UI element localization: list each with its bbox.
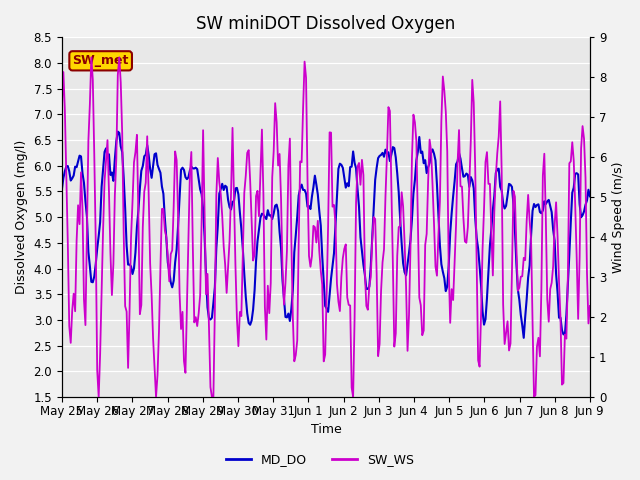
MD_DO (114, 129, 122, 134)
Legend: MD_DO, SW_WS: MD_DO, SW_WS (221, 448, 419, 471)
Y-axis label: Dissolved Oxygen (mg/l): Dissolved Oxygen (mg/l) (15, 140, 28, 294)
Line: MD_DO: MD_DO (62, 132, 590, 338)
MD_DO (243, 311, 251, 316)
SW_WS (125, 308, 133, 313)
MD_DO (217, 186, 225, 192)
SW_WS (292, 352, 300, 358)
SW_WS (88, 54, 95, 60)
MD_DO (291, 249, 298, 255)
MD_DO (559, 332, 567, 337)
SW_WS (236, 309, 244, 315)
SW_WS (58, 105, 66, 111)
SW_WS (218, 213, 226, 219)
Text: SW_met: SW_met (72, 54, 129, 67)
MD_DO (58, 187, 66, 192)
SW_WS (586, 303, 594, 309)
Y-axis label: Wind Speed (m/s): Wind Speed (m/s) (612, 161, 625, 273)
SW_WS (95, 394, 102, 400)
MD_DO (234, 192, 242, 197)
SW_WS (559, 380, 567, 386)
MD_DO (124, 262, 132, 267)
Line: SW_WS: SW_WS (62, 57, 590, 397)
MD_DO (520, 335, 527, 341)
SW_WS (245, 147, 253, 153)
X-axis label: Time: Time (310, 423, 341, 436)
MD_DO (586, 193, 594, 199)
Title: SW miniDOT Dissolved Oxygen: SW miniDOT Dissolved Oxygen (196, 15, 456, 33)
